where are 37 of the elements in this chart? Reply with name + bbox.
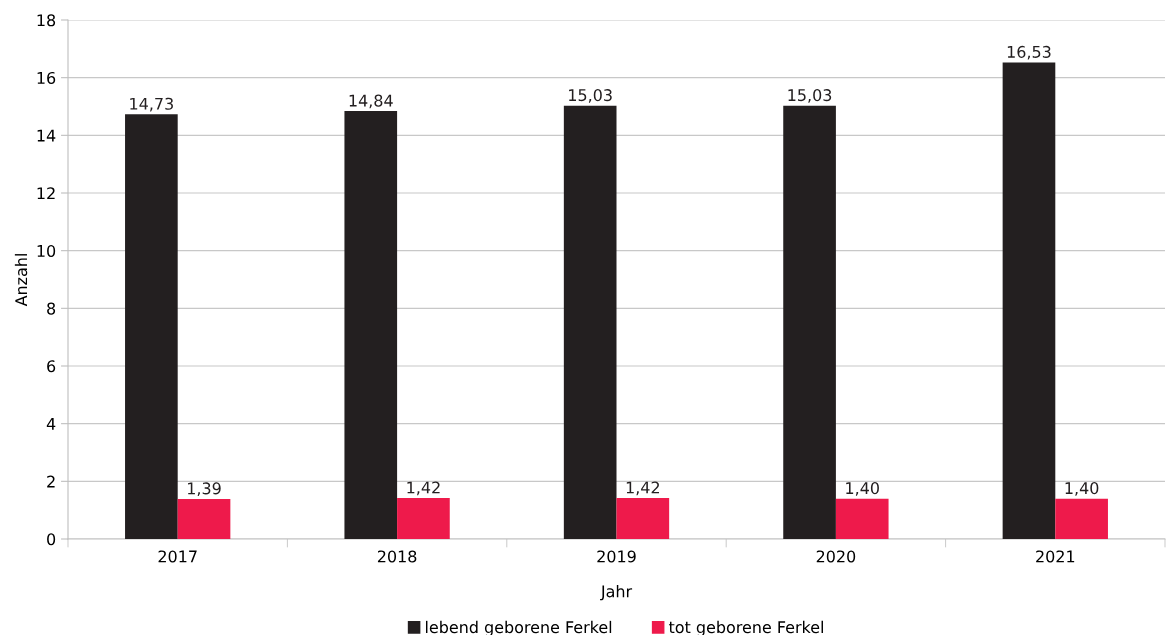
y-tick-label: 12 [37,187,55,200]
data-label: 1,42 [626,481,660,496]
y-tick-label: 4 [46,418,56,430]
bar [835,498,889,539]
y-tick-label: 14 [37,129,56,142]
bar [563,105,617,539]
data-label: 16,53 [1007,45,1051,60]
x-axis-title: Jahr [600,585,633,601]
x-tick-label: 2020 [816,550,856,563]
bar [783,105,836,539]
data-label: 1,40 [846,482,879,496]
data-label: 1,40 [1065,482,1099,496]
bar [1055,498,1108,539]
y-tick-label: 18 [37,14,56,27]
data-label: 15,03 [569,89,612,103]
x-tick-label: 2019 [597,550,636,563]
bar [1002,62,1056,539]
bar [397,498,450,539]
data-label: 14,73 [130,97,173,112]
x-tick-label: 2018 [377,550,417,563]
bar [616,498,670,539]
y-tick-label: 16 [37,71,56,84]
y-axis-title: Anzahl [14,254,28,307]
data-label: 1,42 [407,481,440,496]
data-label: 15,03 [788,89,832,103]
data-label: 1,39 [188,482,221,497]
y-tick-label: 8 [47,302,56,315]
x-tick-label: 2021 [1036,550,1075,563]
y-tick-label: 0 [47,533,56,546]
data-label: 14,84 [349,94,393,109]
bar [344,111,398,539]
bar [125,114,178,539]
y-tick-label: 10 [37,244,56,257]
x-tick-label: 2017 [158,550,197,563]
y-tick-label: 6 [47,360,56,373]
y-tick-label: 2 [47,475,55,488]
bar [177,498,231,539]
